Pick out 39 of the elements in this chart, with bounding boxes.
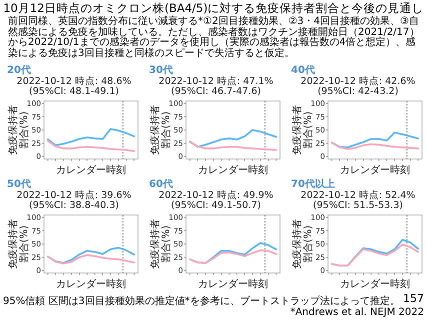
line-series (47, 128, 135, 146)
y-axis-title: 免疫保持者割合(%) (149, 219, 172, 269)
text: 前回同様、英国の指数分布に従い減衰する*①2回目接種効果、②3・4回目接種の効果、③自然感染による免疫を加味している。ただし、感染者数はワクチン接種開始日（2021/2/17）から2022/10/1までの感染者のデータを使用し（実際の感染者は報告数の4倍と想定）、感染による免疫は3回目接種と同様のスピードで失活すると仮定。 (8, 16, 420, 59)
x-axis-title: カレンダー時刻 (340, 278, 410, 290)
chart-subtitle: 2022-10-12 時点: 47.1% (95%CI: 46.7-47.6) (158, 75, 274, 97)
chart-subtitle: 2022-10-12 時点: 39.6% (95%CI: 38.8-40.3) (16, 189, 132, 211)
x-axis-title: カレンダー時刻 (56, 164, 126, 176)
line-series (47, 140, 135, 152)
text: *Andrews et al. NEJM 2022 (290, 307, 424, 318)
chart-subtitle: 2022-10-12 時点: 52.4% (95%CI: 51.5-53.3) (300, 189, 416, 211)
chart-subtitle: 2022-10-12 時点: 49.9% (95%CI: 49.1-50.7) (158, 189, 274, 211)
line-series (189, 141, 277, 151)
chart-title: 40代 (291, 64, 315, 76)
text: 10月12日時点のオミクロン株(BA4/5)に対する免疫保持者割合と今後の見通し (2, 1, 425, 16)
chart-title: 30代 (149, 64, 173, 76)
y-axis-title: 免疫保持者割合(%) (7, 219, 30, 269)
x-axis-title: カレンダー時刻 (56, 278, 126, 290)
line-series (47, 254, 135, 264)
line-series (47, 246, 135, 264)
x-axis-title: カレンダー時刻 (198, 164, 268, 176)
chart-title: 50代 (7, 178, 31, 190)
y-axis-title: 免疫保持者割合(%) (291, 105, 314, 155)
text: 157 (403, 292, 424, 305)
chart-subtitle: 2022-10-12 時点: 42.6% (95%CI: 42-43.2) (300, 75, 416, 97)
y-axis-title: 免疫保持者割合(%) (7, 105, 30, 155)
chart-subtitle: 2022-10-12 時点: 48.6% (95%CI: 48.1-49.1) (16, 75, 132, 97)
line-series (331, 142, 419, 150)
chart-title: 70代以上 (291, 178, 335, 190)
y-axis-title: 免疫保持者割合(%) (291, 219, 314, 269)
chart-title: 60代 (149, 178, 173, 190)
text: 95%信頼 区間は3回目接種効果の推定値*を参考に、ブートストラップ法によって推定。 (3, 294, 400, 307)
line-series (189, 249, 277, 264)
line-series (331, 132, 419, 148)
x-axis-title: カレンダー時刻 (198, 278, 268, 290)
y-axis-title: 免疫保持者割合(%) (149, 105, 172, 155)
line-series (331, 244, 419, 267)
chart-title: 20代 (7, 64, 31, 76)
line-series (189, 129, 277, 148)
x-axis-title: カレンダー時刻 (340, 164, 410, 176)
